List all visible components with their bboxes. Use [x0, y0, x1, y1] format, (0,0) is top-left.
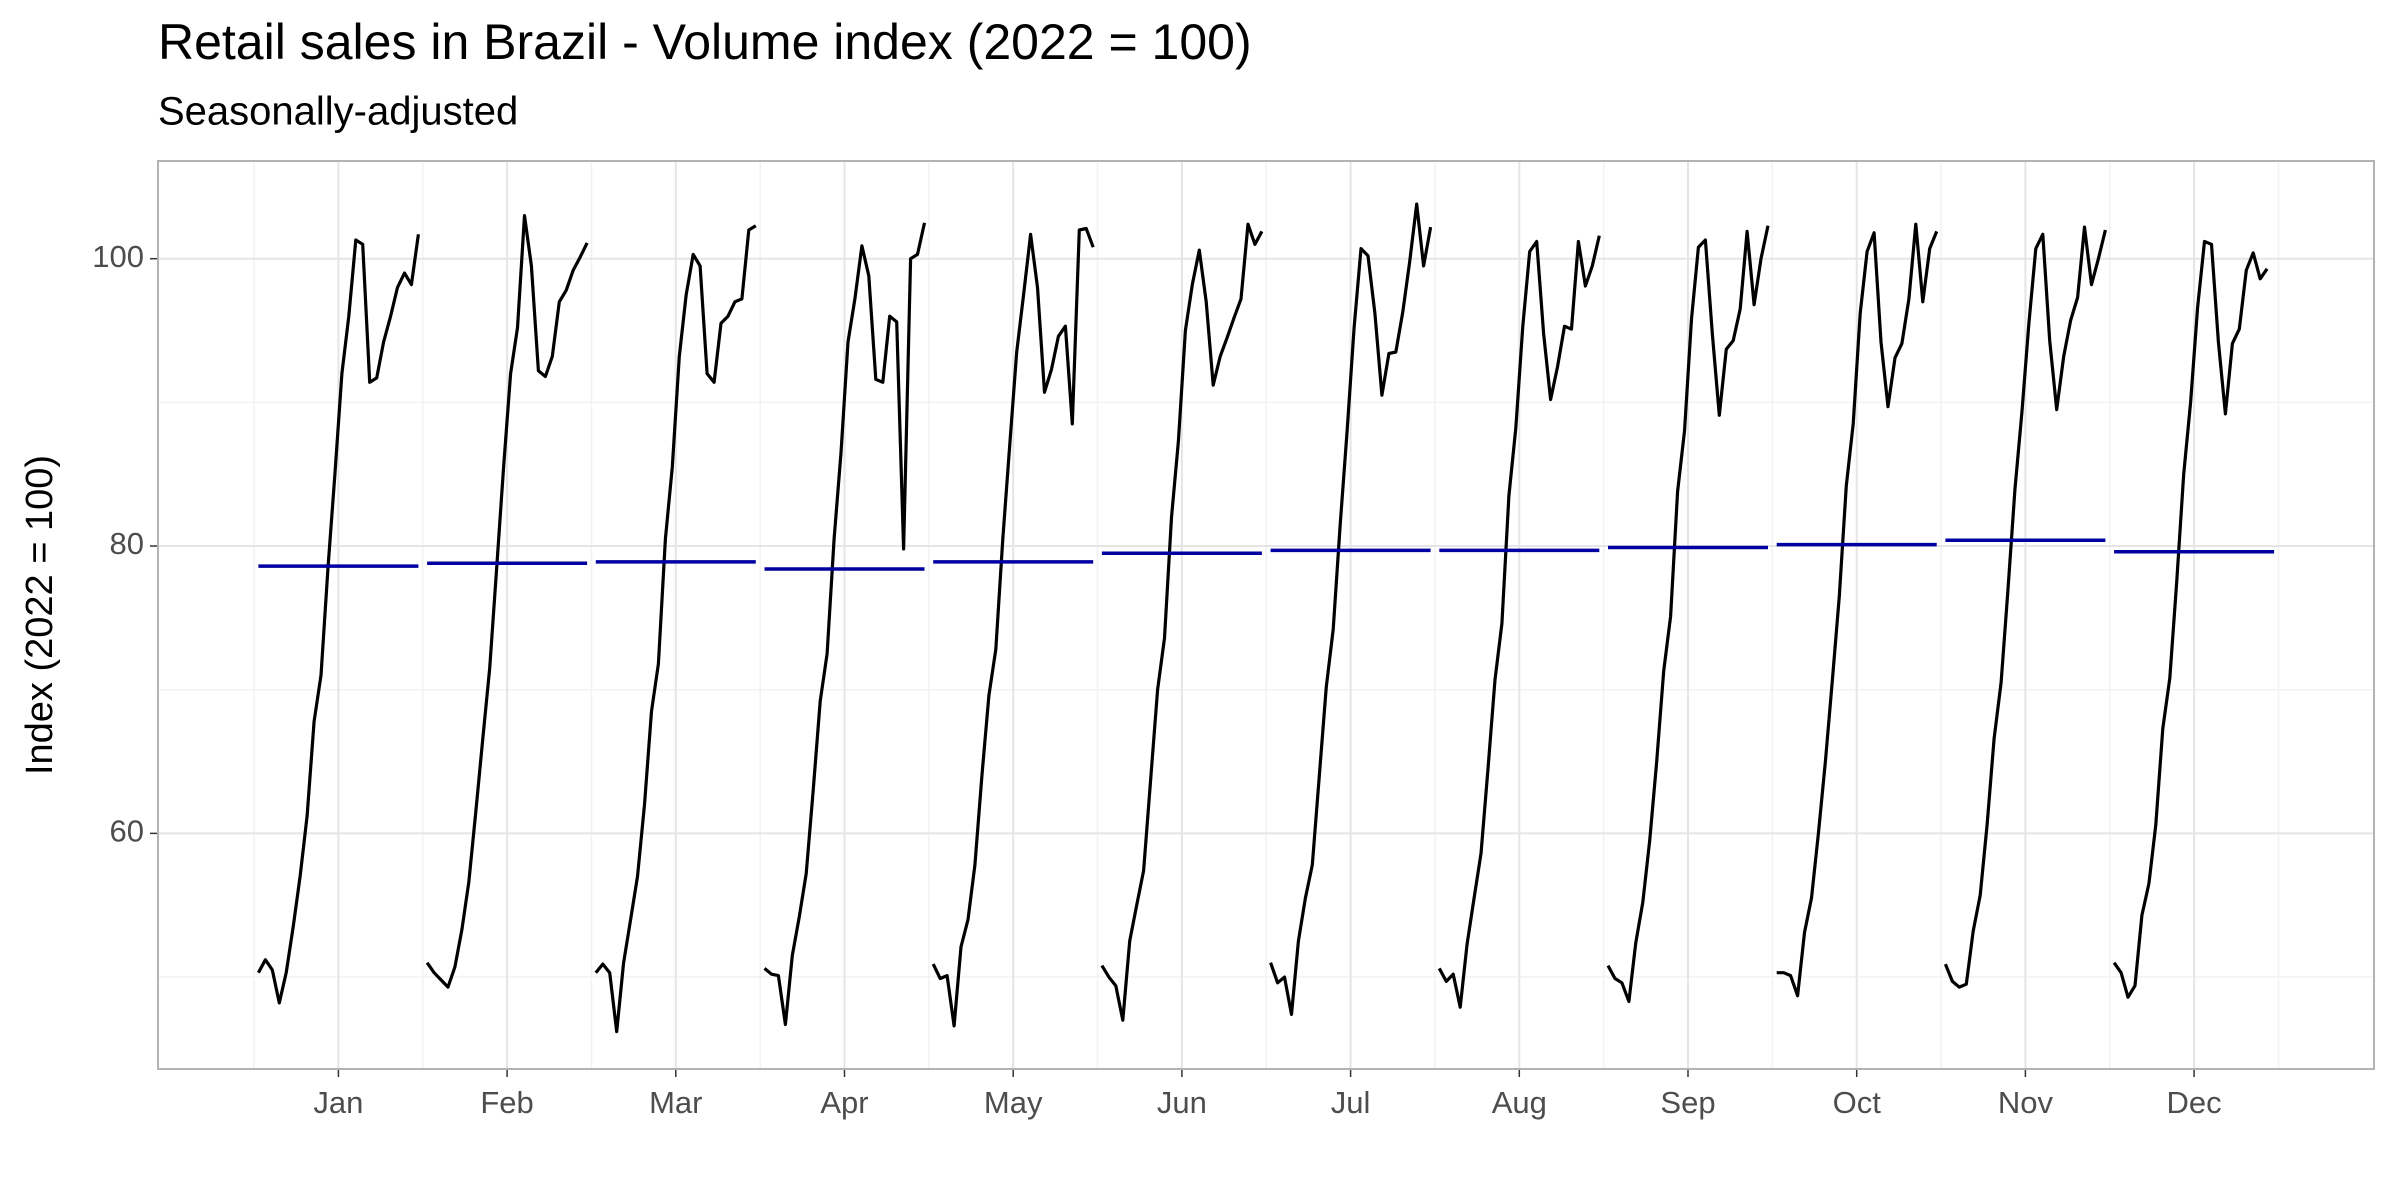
x-tick-label: Feb — [480, 1085, 533, 1120]
subseries-line — [2112, 239, 2269, 999]
subseries-line — [1269, 202, 1433, 1016]
subseries-line — [256, 234, 420, 1005]
panel-border — [157, 160, 2375, 1070]
x-tick-label: Mar — [649, 1085, 702, 1120]
y-axis-title: Index (2022 = 100) — [19, 455, 61, 775]
x-tick-label: May — [984, 1085, 1043, 1120]
subseries-line — [594, 224, 757, 1034]
y-tick-label: 80 — [110, 526, 144, 561]
y-tick-label: 100 — [92, 239, 144, 274]
x-tick-label: Aug — [1492, 1085, 1547, 1120]
x-tick-label: Jul — [1331, 1085, 1371, 1120]
chart-title: Retail sales in Brazil - Volume index (2… — [158, 14, 1252, 70]
subseries-line — [1943, 225, 2107, 989]
x-tick-label: Jun — [1157, 1085, 1207, 1120]
x-tick-label: Oct — [1833, 1085, 1882, 1120]
chart-subtitle: Seasonally-adjusted — [158, 90, 518, 134]
x-tick-label: Apr — [820, 1085, 868, 1120]
x-tick-label: Jan — [313, 1085, 363, 1120]
subseries-line — [425, 214, 589, 989]
subseries-line — [1776, 222, 1939, 998]
x-tick-label: Dec — [2167, 1085, 2222, 1120]
subseries-line — [931, 226, 1095, 1028]
subseries-line — [1437, 235, 1601, 1009]
subseries-line — [763, 222, 927, 1027]
subseries-line — [1606, 225, 1770, 1004]
y-tick-label: 60 — [110, 814, 144, 849]
subseries-line — [1100, 222, 1264, 1022]
x-tick-label: Nov — [1998, 1085, 2054, 1120]
x-tick-label: Sep — [1660, 1085, 1715, 1120]
